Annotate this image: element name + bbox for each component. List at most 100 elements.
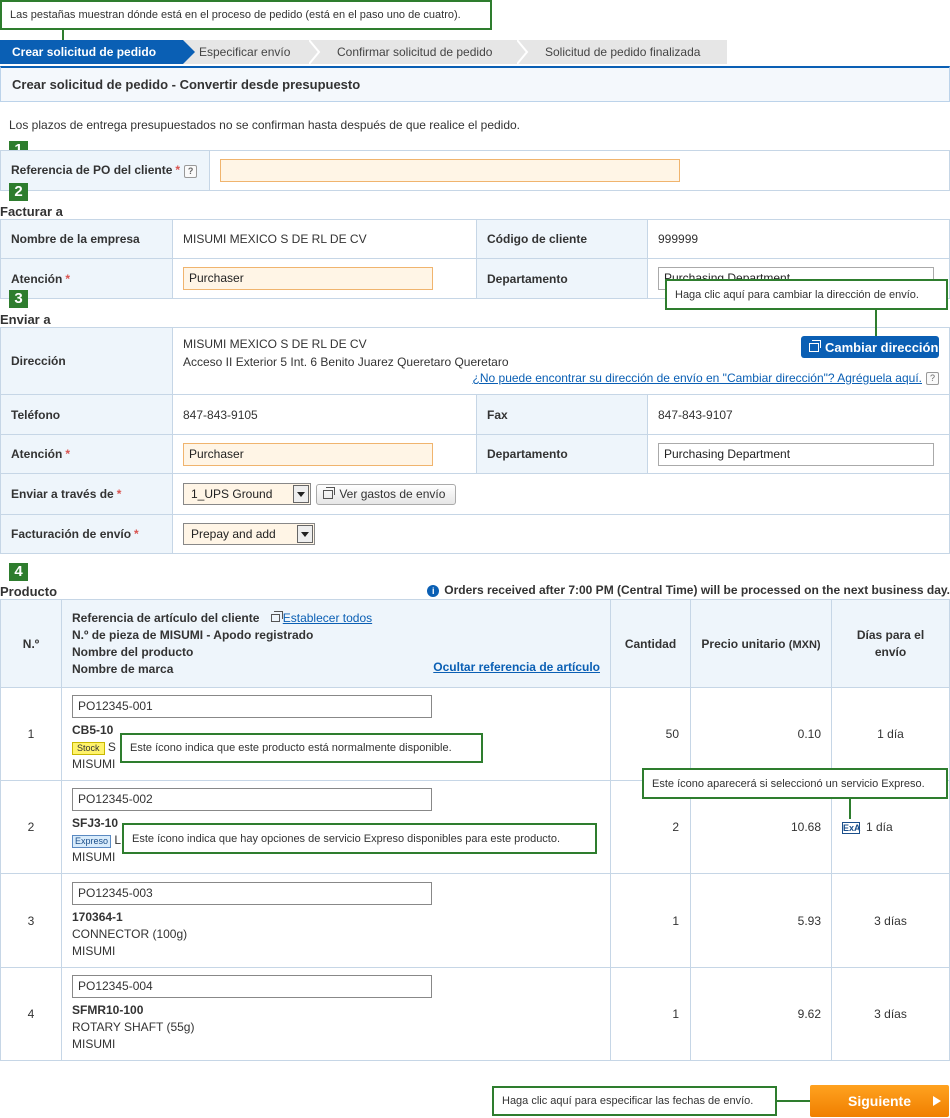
col-unit-price-label: Precio unitario	[701, 636, 786, 651]
shipping-attention-label: Atención	[11, 447, 63, 461]
step-label: Especificar envío	[199, 45, 291, 59]
next-button-label: Siguiente	[847, 1093, 911, 1109]
billing-heading: Facturar a	[0, 204, 63, 219]
row-number: 3	[0, 873, 62, 968]
po-reference-label-cell: Referencia de PO del cliente *?	[0, 150, 210, 191]
row-number: 2	[0, 780, 62, 874]
shipping-attention-label-cell: Atención *	[0, 434, 173, 474]
stock-badge-icon: Stock	[72, 742, 105, 755]
unit-price: 9.62	[690, 967, 832, 1061]
days-to-ship: 3 días	[831, 873, 950, 968]
shipping-department-label: Departamento	[476, 434, 648, 474]
product-name-row: Expreso LI	[72, 832, 610, 849]
set-all-link[interactable]: Establecer todos	[282, 610, 373, 625]
table-row: 4 PO12345-004 SFMR10-100 ROTARY SHAFT (5…	[0, 967, 950, 1061]
help-icon[interactable]: ?	[184, 164, 198, 178]
col-days: Días para el envío	[831, 599, 950, 688]
chevron-down-icon	[293, 485, 309, 503]
col-ref-line2: N.º de pieza de MISUMI - Apodo registrad…	[72, 627, 314, 642]
part-number: SFJ3-10	[72, 816, 119, 830]
po-reference-label: Referencia de PO del cliente	[11, 163, 173, 178]
express-selected-callout: Este ícono aparecerá si seleccionó un se…	[642, 768, 948, 799]
step-label: Crear solicitud de pedido	[12, 45, 157, 59]
step-specify-shipping: Especificar envío	[183, 40, 321, 64]
info-icon: i	[427, 584, 440, 597]
change-address-button[interactable]: Cambiar dirección	[801, 336, 939, 358]
shipping-billing-select[interactable]: Prepay and add	[183, 523, 315, 545]
product-table-header: N.º Referencia de artículo del cliente E…	[0, 599, 950, 688]
step-chevron-icon	[309, 40, 321, 64]
fax-label: Fax	[476, 394, 648, 435]
part-number: CB5-10	[72, 723, 114, 737]
company-label: Nombre de la empresa	[0, 219, 173, 259]
phone-value: 847-843-9105	[172, 394, 477, 435]
customer-reference-input[interactable]: PO12345-002	[72, 788, 432, 811]
col-unit-price: Precio unitario (MXN)	[690, 599, 832, 688]
shipping-department-cell: Purchasing Department	[647, 434, 950, 474]
po-reference-table: Referencia de PO del cliente *?	[0, 150, 950, 191]
quantity: 50	[610, 687, 691, 781]
col-no: N.º	[0, 599, 62, 688]
po-reference-input[interactable]	[220, 159, 680, 182]
order-steps: Crear solicitud de pedido Especificar en…	[0, 40, 727, 64]
product-name: LI	[114, 833, 125, 847]
required-mark: *	[65, 271, 71, 286]
product-name: CONNECTOR (100g)	[72, 926, 188, 941]
col-reference: Referencia de artículo del cliente Estab…	[61, 599, 611, 688]
help-icon[interactable]: ?	[926, 372, 939, 386]
next-callout-connector	[777, 1100, 810, 1102]
table-row: 2 PO12345-002 SFJ3-10 Expreso LI MISUMI …	[0, 780, 950, 874]
unit-price: 5.93	[690, 873, 832, 968]
popup-window-icon	[323, 486, 336, 499]
shipping-department-input[interactable]: Purchasing Department	[658, 442, 934, 466]
processing-notice: i Orders received after 7:00 PM (Central …	[427, 583, 950, 597]
shipping-billing-cell: Prepay and add	[172, 514, 950, 554]
row-detail: PO12345-003 170364-1 CONNECTOR (100g) MI…	[61, 873, 611, 968]
section-number-3: 3	[9, 290, 28, 308]
customer-reference-input[interactable]: PO12345-004	[72, 975, 432, 998]
days-to-ship: 1 día	[831, 687, 950, 781]
shipping-attention-cell: Purchaser	[172, 434, 477, 474]
add-address-link[interactable]: ¿No puede encontrar su dirección de enví…	[472, 371, 922, 385]
step-chevron-icon	[517, 40, 529, 64]
customer-reference-input[interactable]: PO12345-001	[72, 695, 432, 718]
part-number: SFMR10-100	[72, 1003, 144, 1017]
hide-reference-link[interactable]: Ocultar referencia de artículo	[433, 660, 600, 674]
ship-via-cell: 1_UPS Ground Ver gastos de envío	[172, 473, 950, 515]
days-to-ship-value: 1 día	[866, 820, 893, 834]
col-ref-line1: Referencia de artículo del cliente	[72, 610, 260, 625]
billing-attention-input[interactable]: Purchaser	[183, 267, 433, 290]
lead-time-note: Los plazos de entrega presupuestados no …	[9, 118, 521, 132]
tabs-callout-connector	[62, 30, 64, 40]
customer-code-label: Código de cliente	[476, 219, 648, 259]
add-address-row: ¿No puede encontrar su dirección de enví…	[472, 371, 939, 386]
customer-code-value: 999999	[647, 219, 950, 259]
express-options-callout: Este ícono indica que hay opciones de se…	[122, 823, 597, 854]
view-shipping-cost-button[interactable]: Ver gastos de envío	[316, 483, 457, 505]
product-heading: Producto	[0, 584, 58, 599]
ship-via-select[interactable]: 1_UPS Ground	[183, 483, 311, 505]
change-address-callout-connector	[875, 310, 877, 336]
section-number-2: 2	[9, 183, 28, 201]
address-line-2: Acceso II Exterior 5 Int. 6 Benito Juare…	[183, 355, 509, 369]
section-number-4: 4	[9, 563, 28, 581]
required-mark: *	[65, 447, 71, 461]
company-value: MISUMI MEXICO S DE RL DE CV	[172, 219, 477, 259]
ship-via-label-cell: Enviar a través de *	[0, 473, 173, 515]
quantity: 1	[610, 967, 691, 1061]
customer-reference-input[interactable]: PO12345-003	[72, 881, 432, 905]
popup-window-icon	[270, 610, 283, 622]
chevron-down-icon	[297, 525, 313, 543]
product-name: S	[107, 740, 116, 754]
stock-callout: Este ícono indica que este producto está…	[120, 733, 483, 763]
tabs-callout: Las pestañas muestran dónde está en el p…	[0, 0, 492, 30]
express-selected-icon: ExA	[842, 821, 861, 834]
next-button[interactable]: Siguiente	[810, 1085, 949, 1117]
brand-name: MISUMI	[72, 850, 116, 864]
po-reference-input-cell	[209, 150, 950, 191]
set-all-control[interactable]: Establecer todos	[270, 610, 373, 625]
shipping-attention-input[interactable]: Purchaser	[183, 442, 433, 466]
express-selected-callout-connector	[849, 799, 851, 819]
ship-via-value: 1_UPS Ground	[191, 487, 273, 501]
processing-notice-text: Orders received after 7:00 PM (Central T…	[444, 583, 950, 597]
